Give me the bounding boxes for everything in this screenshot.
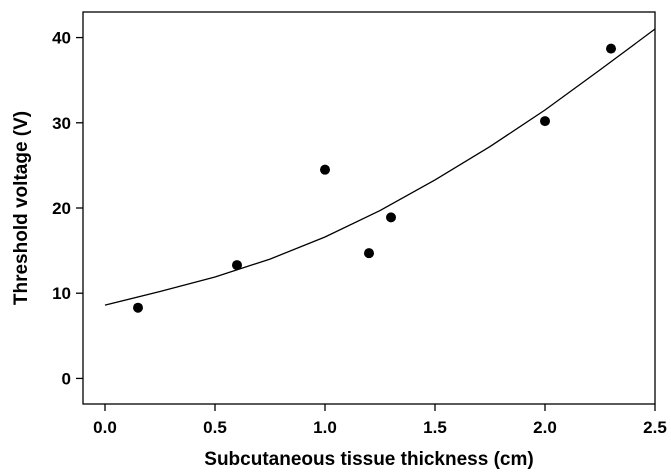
y-tick-label: 0 <box>62 369 71 388</box>
data-points <box>133 43 616 313</box>
x-axis-ticks: 0.0 0.5 1.0 1.5 2.0 2.5 <box>93 404 667 437</box>
y-tick-label: 40 <box>52 29 71 48</box>
y-tick-label: 20 <box>52 199 71 218</box>
fit-curve <box>104 28 656 306</box>
data-point <box>133 302 143 313</box>
data-point <box>606 43 616 54</box>
data-point <box>232 260 242 271</box>
x-tick-label: 1.0 <box>313 418 337 437</box>
y-axis-ticks: 0 10 20 30 40 <box>52 29 83 388</box>
x-tick-label: 0.5 <box>203 418 227 437</box>
y-axis-title: Threshold voltage (V) <box>11 111 32 305</box>
x-axis-title: Subcutaneous tissue thickness (cm) <box>204 449 533 470</box>
data-point <box>364 248 374 259</box>
plot-frame <box>82 11 656 405</box>
x-tick-label: 0.0 <box>93 418 117 437</box>
x-tick-label: 2.5 <box>643 418 667 437</box>
data-point <box>320 164 330 175</box>
y-tick-label: 10 <box>52 284 71 303</box>
data-point <box>540 116 550 127</box>
x-tick-label: 2.0 <box>533 418 557 437</box>
x-tick-label: 1.5 <box>423 418 447 437</box>
data-point <box>386 212 396 223</box>
y-tick-label: 30 <box>52 114 71 133</box>
